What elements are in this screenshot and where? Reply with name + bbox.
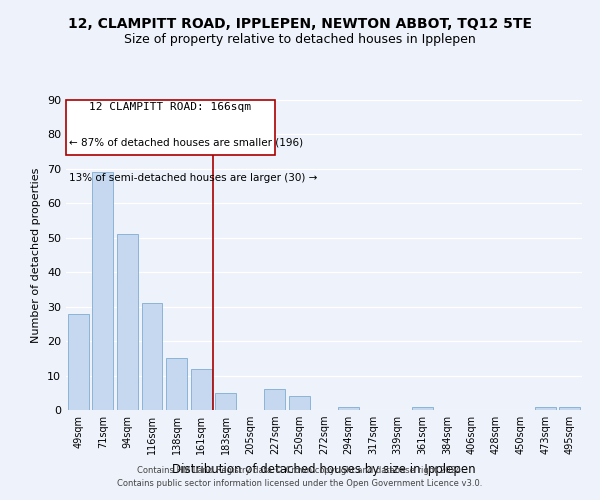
Bar: [215, 393, 236, 410]
Text: 12 CLAMPITT ROAD: 166sqm: 12 CLAMPITT ROAD: 166sqm: [89, 102, 251, 112]
Bar: [412, 406, 433, 410]
Text: 13% of semi-detached houses are larger (30) →: 13% of semi-detached houses are larger (…: [68, 173, 317, 183]
Bar: [166, 358, 187, 410]
FancyBboxPatch shape: [66, 100, 275, 155]
Bar: [191, 368, 212, 410]
Bar: [117, 234, 138, 410]
Bar: [68, 314, 89, 410]
Bar: [559, 406, 580, 410]
Bar: [142, 303, 163, 410]
X-axis label: Distribution of detached houses by size in Ipplepen: Distribution of detached houses by size …: [172, 462, 476, 475]
Bar: [92, 172, 113, 410]
Text: 12, CLAMPITT ROAD, IPPLEPEN, NEWTON ABBOT, TQ12 5TE: 12, CLAMPITT ROAD, IPPLEPEN, NEWTON ABBO…: [68, 18, 532, 32]
Bar: [265, 390, 286, 410]
Bar: [535, 406, 556, 410]
Bar: [338, 406, 359, 410]
Y-axis label: Number of detached properties: Number of detached properties: [31, 168, 41, 342]
Text: ← 87% of detached houses are smaller (196): ← 87% of detached houses are smaller (19…: [68, 137, 303, 147]
Text: Contains HM Land Registry data © Crown copyright and database right 2024.
Contai: Contains HM Land Registry data © Crown c…: [118, 466, 482, 487]
Text: Size of property relative to detached houses in Ipplepen: Size of property relative to detached ho…: [124, 32, 476, 46]
Bar: [289, 396, 310, 410]
